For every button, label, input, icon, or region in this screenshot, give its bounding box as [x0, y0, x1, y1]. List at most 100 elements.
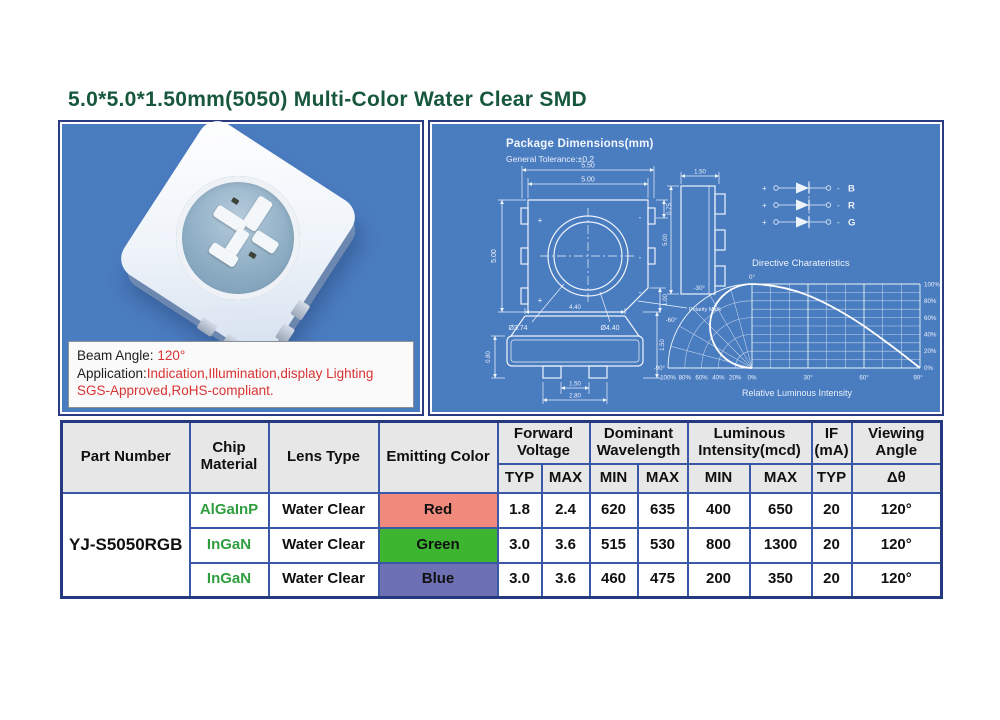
value-cell: 1.8	[496, 491, 543, 529]
polar-grid-axes	[667, 283, 921, 369]
diameter-label: Ø3.74	[508, 325, 527, 332]
value-cell: 20	[810, 491, 853, 529]
table-row-red: YJ-S5050RGB AlGaInP Water Clear Red 1.8 …	[60, 491, 943, 599]
value-cell: 350	[748, 561, 813, 599]
value-cell: 620	[588, 491, 639, 529]
spec-table: Part Number Chip Material Lens Type Emit…	[60, 420, 944, 599]
compliance-line: SGS-Approved,RoHS-compliant.	[77, 383, 274, 399]
application-line: Application:Indication,Illumination,disp…	[77, 365, 405, 383]
value-cell: 20	[810, 526, 853, 564]
channel-label-blue: B	[848, 184, 855, 195]
value-cell: 3.0	[496, 561, 543, 599]
package-dimensions-panel: Package Dimensions(mm) General Tolerance…	[428, 120, 944, 416]
polarity-minus: -	[639, 288, 642, 297]
dim-label: 2.80	[569, 394, 581, 400]
value-cell: 475	[636, 561, 689, 599]
dim-label: 1.50	[694, 170, 706, 176]
cathode-minus: -	[837, 218, 840, 227]
value-cell: 530	[636, 526, 689, 564]
anode-plus: +	[762, 184, 767, 193]
value-cell: 3.6	[540, 561, 591, 599]
side-view-dimensions: 1.50 5.00	[663, 170, 720, 295]
value-cell: 120°	[850, 491, 943, 529]
emitting-color-cell: Green	[377, 526, 499, 564]
pct-label: 60%	[695, 375, 708, 382]
led-terminal	[290, 299, 311, 321]
page-title: 5.0*5.0*1.50mm(5050) Multi-Color Water C…	[68, 88, 587, 111]
col-header-dominant-wavelength: Dominant Wavelength	[588, 420, 689, 465]
general-tolerance: General Tolerance:±0.2	[506, 154, 595, 164]
value-cell: 20	[810, 561, 853, 599]
application-label: Application:	[77, 365, 147, 381]
led-electrode	[250, 229, 280, 255]
pct-label: 20%	[729, 375, 742, 382]
subheader-max: MAX	[636, 462, 689, 494]
angle-label: 0°	[749, 274, 755, 281]
profile-view-drawing: 4.40 1.50 0.80 1.50 2.80	[486, 305, 666, 404]
pct-label: 60%	[924, 315, 937, 322]
product-info-box: Beam Angle: 120° Application:Indication,…	[68, 341, 414, 408]
dim-label: 1.50	[569, 382, 581, 388]
angle-label: 90°	[913, 375, 923, 382]
application-value: Indication,Illumination,display Lighting	[146, 365, 374, 381]
chip-material-cell: AlGaInP	[188, 491, 270, 529]
led-electrode	[241, 195, 274, 233]
pct-label: 20%	[924, 348, 937, 355]
pct-label: 0%	[924, 365, 933, 372]
lens-type-cell: Water Clear	[267, 491, 380, 529]
polar-chart: 0° -30° -60° -90° 100% 80% 60% 40% 20% 0…	[654, 274, 941, 382]
chip-material-cell: InGaN	[188, 526, 270, 564]
angle-label: 30°	[803, 375, 813, 382]
pct-label: 40%	[712, 375, 725, 382]
col-header-chip-material: Chip Material	[188, 420, 270, 494]
value-cell: 3.6	[540, 526, 591, 564]
value-cell: 120°	[850, 561, 943, 599]
side-view-body	[680, 185, 726, 295]
led-die	[248, 251, 257, 260]
led-package-photo	[113, 113, 363, 363]
pct-label: 100%	[924, 282, 940, 289]
col-header-part-number: Part Number	[60, 420, 191, 494]
angle-label: 60°	[859, 375, 869, 382]
polarity-plus: +	[538, 216, 543, 225]
emitting-color-cell: Blue	[377, 561, 499, 599]
dim-label: 5.00	[491, 249, 498, 263]
subheader-max: MAX	[748, 462, 813, 494]
pct-label: 0%	[748, 375, 757, 382]
side-view-drawing: 1.50 5.00	[663, 170, 726, 295]
table-subheader-row: TYP MAX MIN MAX MIN MAX TYP Δθ	[62, 462, 943, 494]
cathode-minus: -	[837, 201, 840, 210]
lens-type-cell: Water Clear	[267, 526, 380, 564]
circuit-labels: + + + - - - B R G	[762, 184, 855, 229]
subheader-typ: TYP	[496, 462, 543, 494]
dim-label: 1.50	[660, 339, 666, 351]
dim-label: 0.80	[486, 351, 492, 363]
subheader-min: MIN	[686, 462, 751, 494]
subheader-delta-theta: Δθ	[850, 462, 943, 494]
channel-label-green: G	[848, 218, 855, 229]
col-header-forward-voltage: Forward Voltage	[496, 420, 591, 465]
top-view-body	[520, 199, 656, 313]
value-cell: 515	[588, 526, 639, 564]
value-cell: 200	[686, 561, 751, 599]
dim-label: 1.00	[663, 294, 669, 306]
pct-label: 80%	[679, 375, 692, 382]
beam-angle-label: Beam Angle:	[77, 348, 158, 364]
pct-label: 80%	[924, 298, 937, 305]
profile-dimensions: 4.40 1.50 0.80 1.50 2.80	[486, 305, 666, 404]
table-row-green: InGaN Water Clear Green 3.0 3.6 515 530 …	[62, 526, 943, 564]
part-number-cell: YJ-S5050RGB	[60, 491, 191, 599]
polarity-mark-label: Polarity Mark	[689, 307, 721, 313]
value-cell: 1300	[748, 526, 813, 564]
luminous-intensity-lobe	[709, 283, 921, 369]
col-header-luminous-intensity: Luminous Intensity(mcd)	[686, 420, 813, 465]
value-cell: 400	[686, 491, 751, 529]
pct-label: 100%	[660, 375, 676, 382]
value-cell: 650	[748, 491, 813, 529]
product-photo-panel: Beam Angle: 120° Application:Indication,…	[58, 113, 424, 416]
polar-labels: 0° -30° -60° -90° 100% 80% 60% 40% 20% 0…	[654, 274, 941, 382]
table-header-row: Part Number Chip Material Lens Type Emit…	[60, 420, 943, 494]
col-header-emitting-color: Emitting Color	[377, 420, 499, 494]
anode-plus: +	[762, 201, 767, 210]
col-header-lens-type: Lens Type	[267, 420, 380, 494]
